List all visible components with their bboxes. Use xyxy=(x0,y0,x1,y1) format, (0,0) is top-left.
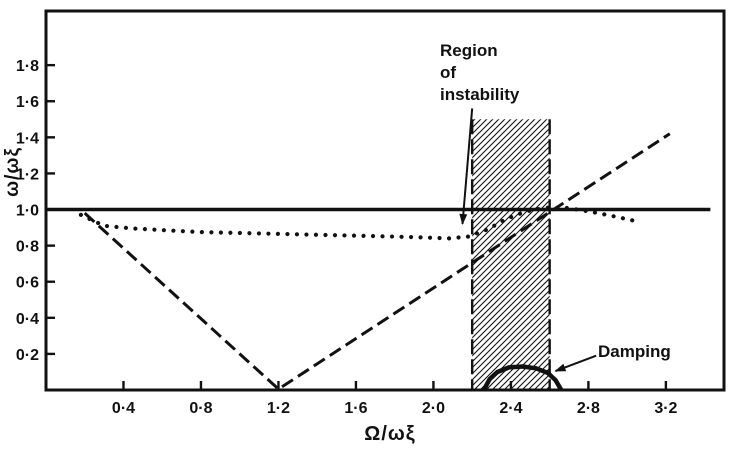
y-tick-label: 1·6 xyxy=(16,94,39,111)
x-axis-label: Ω/ωξ xyxy=(364,423,416,445)
series-response-frequency-curve xyxy=(78,205,639,241)
damping-arrow xyxy=(554,354,597,372)
x-tick-label: 2·0 xyxy=(422,400,445,417)
y-tick-label: 1·0 xyxy=(16,203,39,220)
y-tick-label: 0·8 xyxy=(16,239,39,256)
x-tick-label: 2·4 xyxy=(499,400,522,417)
damping-label: Damping xyxy=(598,342,671,361)
y-tick-label: 0·4 xyxy=(16,311,39,328)
series-damping-curve xyxy=(481,364,564,392)
series-whirl-speed-line xyxy=(83,132,671,391)
region-of-instability-arrow xyxy=(459,108,474,225)
y-tick-label: 1·4 xyxy=(16,130,39,147)
y-tick-label: 1·2 xyxy=(16,166,39,183)
y-tick-label: 0·6 xyxy=(16,275,39,292)
region-of-instability-label: Region of instability xyxy=(440,41,520,104)
y-axis-label: ω/ωξ xyxy=(2,147,23,197)
y-tick-label: 0·2 xyxy=(16,347,39,364)
plot-frame xyxy=(44,9,726,392)
x-tick-label: 2·8 xyxy=(577,400,600,417)
x-tick-label: 0·4 xyxy=(112,400,135,417)
y-tick-label: 1·8 xyxy=(16,58,39,75)
instability-band xyxy=(472,119,550,391)
x-tick-label: 3·2 xyxy=(654,400,677,417)
x-tick-label: 1·6 xyxy=(344,400,367,417)
x-tick-label: 0·8 xyxy=(189,400,212,417)
x-tick-label: 1·2 xyxy=(267,400,290,417)
